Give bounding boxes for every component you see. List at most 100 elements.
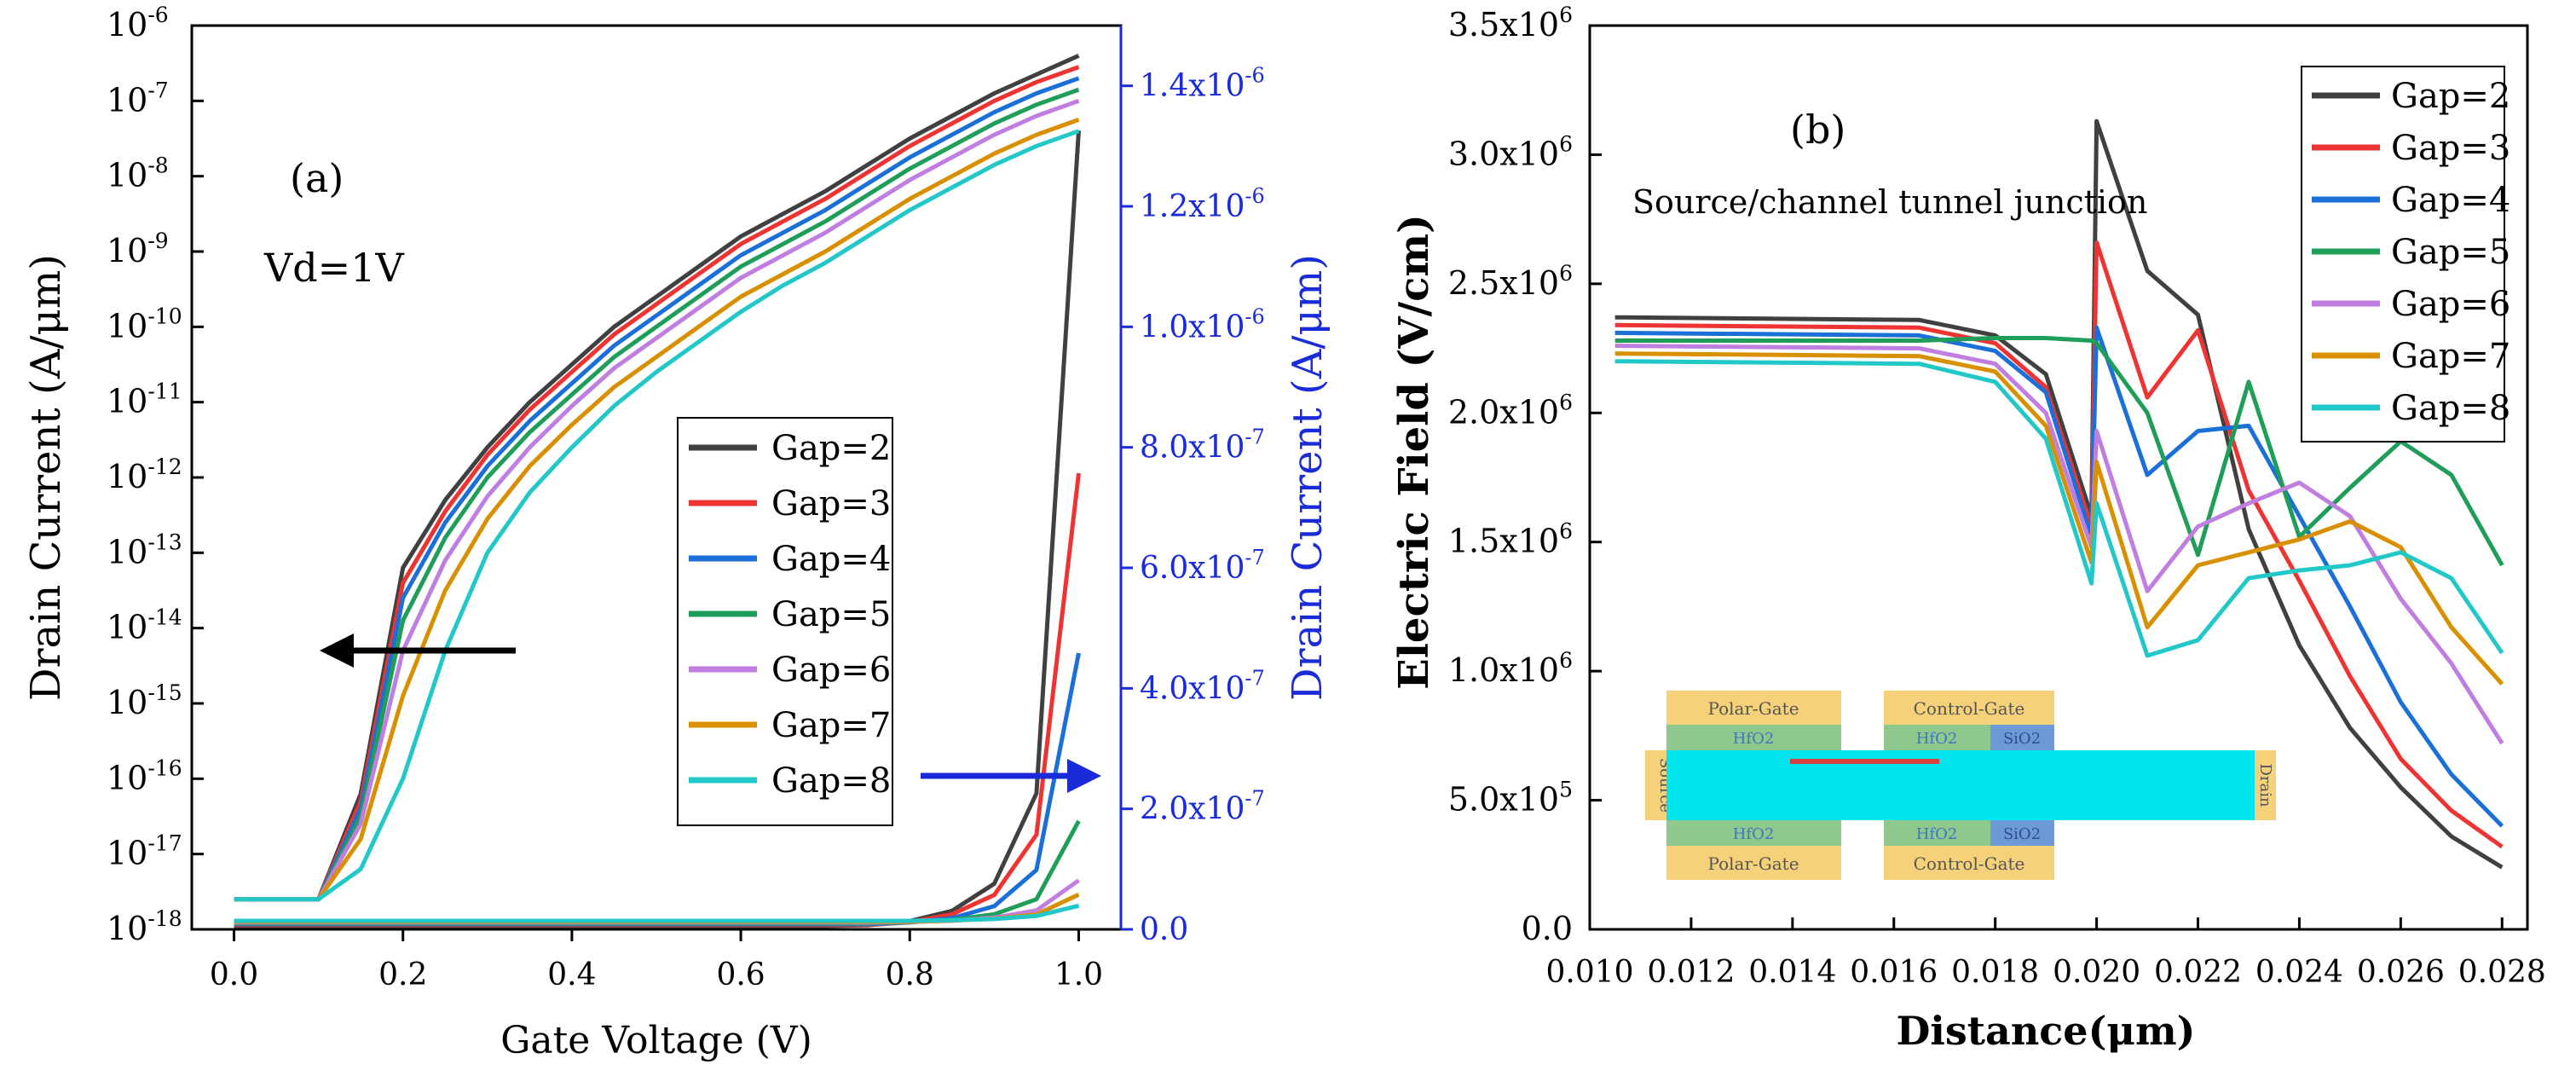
inset-polar-gate-top [1666,691,1841,725]
chart-b-legend-label: Gap=7 [2391,337,2510,376]
inset-control-gate-top [1884,691,2054,725]
chart-b-y-tick-label: 3.0x106 [1448,131,1573,172]
chart-b-y-tick-label: 2.5x106 [1448,261,1573,302]
inset-hfo2-bottom-left-label: HfO2 [1733,825,1775,843]
chart-a-xlabel: Gate Voltage (V) [500,1019,812,1062]
chart-b-xlabel: Distance(μm) [1897,1008,2196,1054]
chart-b-legend-label: Gap=5 [2391,233,2510,272]
chart-a-linear-series-line [234,903,1080,923]
chart-b-y-tick-label: 1.5x106 [1448,519,1573,560]
chart-a-legend-label: Gap=2 [771,429,891,468]
chart-b-legend: Gap=2 Gap=3 Gap=4 Gap=5 Gap=6 Gap=7 Gap=8 [2301,66,2510,443]
inset-hfo2-top-right-label: HfO2 [1916,730,1958,748]
chart-b-y-ticks: 0.0 5.0x105 1.0x106 1.5x106 2.0x106 2.5x106 3.… [1448,3,1602,947]
chart-b-legend-label: Gap=6 [2391,285,2510,324]
chart-b-legend-label: Gap=8 [2391,389,2510,428]
chart-b-x-tick-label: 0.020 [2053,955,2140,990]
chart-a-x-tick-label: 0.4 [547,957,596,992]
chart-b-x-tick-label: 0.028 [2458,955,2546,990]
chart-a-x-tick-label: 0.0 [210,957,258,992]
chart-b-annotation: Source/channel tunnel junction [1632,183,2147,221]
chart-a-left-y-tick-label: 10-18 [107,906,182,947]
chart-b-legend-label: Gap=4 [2391,181,2510,220]
chart-b-legend-label: Gap=3 [2391,129,2510,168]
chart-a-x-tick-label: 1.0 [1054,957,1103,992]
chart-b-x-tick-label: 0.010 [1545,955,1633,990]
chart-b-y-tick-label: 0.0 [1522,910,1573,947]
inset-hfo2-top-left [1666,725,1841,750]
chart-a-legend-label: Gap=3 [771,484,891,524]
inset-source-contact [1645,750,1666,820]
chart-b-y-tick-label: 1.0x106 [1448,648,1573,689]
chart-b-series-line [1614,344,2504,745]
chart-a-left-y-tick-label: 10-14 [107,605,182,646]
chart-a-legend-label: Gap=7 [771,706,891,745]
chart-a-right-y-tick-label: 1.0x10-6 [1140,304,1265,344]
chart-b-legend-entries: Gap=2 Gap=3 Gap=4 Gap=5 Gap=6 Gap=7 Gap=8 [2312,77,2510,428]
chart-b-x-tick-label: 0.018 [1951,955,2039,990]
chart-a-right-y-tick-label: 4.0x10-7 [1140,666,1265,706]
inset-sio2-bottom-label: SiO2 [2003,825,2041,843]
chart-b-x-tick-label: 0.016 [1850,955,1938,990]
chart-b-series-line [1614,240,2504,849]
inset-channel [1666,750,2255,820]
chart-a-log-series-line [234,118,1080,902]
chart-a-log-series-line [234,76,1080,902]
chart-b-legend-label: Gap=2 [2391,77,2510,116]
chart-a-left-y-tick-label: 10-17 [107,831,182,872]
chart-b-x-tick-label: 0.012 [1647,955,1735,990]
chart-a-legend-label: Gap=4 [771,540,891,579]
inset-polar-gate-bottom-label: Polar-Gate [1707,853,1799,874]
chart-a-right-y-tick-label: 6.0x10-7 [1140,546,1265,586]
chart-a-right-y-tick-label: 1.2x10-6 [1140,184,1265,224]
inset-hfo2-bottom-left [1666,820,1841,846]
chart-a-left-y-tick-label: 10-12 [107,454,182,495]
chart-b-x-tick-label: 0.024 [2255,955,2343,990]
chart-b-plot-area [1614,119,2504,870]
chart-a-plot-area [234,54,1081,928]
chart-a: 0.0 0.2 0.4 0.6 0.8 1.0 10-1810-1710-1610-151… [22,3,1331,1062]
chart-a-legend: Gap=2 Gap=3 Gap=4 Gap=5 Gap=6 Gap=7 Gap=8 [677,417,893,826]
chart-b-frame [1588,24,2529,931]
inset-sio2-top-label: SiO2 [2003,730,2041,748]
chart-a-left-y-tick-label: 10-9 [107,229,169,269]
chart-b-series-line [1614,325,2504,828]
inset-control-gate-bottom-label: Control-Gate [1914,853,2025,874]
inset-sio2-top [1990,725,2054,750]
chart-a-right-y-tick-label: 2.0x10-7 [1140,787,1265,827]
inset-hfo2-top-right [1884,725,1990,750]
chart-a-left-y-tick-label: 10-11 [107,379,182,420]
chart-a-right-y-ticks: 0.0 2.0x10-7 4.0x10-7 6.0x10-7 8.0x10-7 1.0x1… [1121,64,1265,947]
chart-b-series-line [1614,351,2504,686]
chart-a-left-y-tick-label: 10-16 [107,755,182,796]
chart-a-panel-label: (a) [290,155,344,201]
chart-a-log-series-line [234,98,1080,902]
chart-b-panel-label: (b) [1790,107,1845,153]
chart-b-x-tick-label: 0.026 [2357,955,2445,990]
inset-polar-gate-bottom [1666,846,1841,880]
chart-a-right-y-tick-label: 8.0x10-7 [1140,425,1265,466]
chart-a-annotation: Vd=1V [263,245,404,291]
inset-hfo2-top-left-label: HfO2 [1733,730,1775,748]
chart-b-series-line [1614,119,2504,870]
chart-b-series-line [1614,336,2504,567]
chart-a-legend-box [677,417,893,826]
chart-a-left-y-tick-label: 10-6 [107,3,169,43]
chart-b-ylabel: Electric Field (V/cm) [1390,214,1438,690]
chart-a-left-y-tick-label: 10-13 [107,529,182,570]
chart-b-x-ticks: 0.010 0.012 0.014 0.016 0.018 0.020 0.022 0.024… [1545,917,2546,990]
inset-sio2-bottom [1990,820,2054,846]
chart-a-left-y-tick-label: 10-7 [107,78,169,119]
chart-a-legend-label: Gap=5 [771,595,891,634]
chart-b-series-line [1614,359,2504,658]
chart-a-x-tick-label: 0.6 [716,957,765,992]
chart-a-log-series-line [234,87,1080,902]
inset-polar-gate-top-label: Polar-Gate [1707,698,1799,719]
chart-a-x-ticks: 0.0 0.2 0.4 0.6 0.8 1.0 [210,929,1103,992]
inset-hfo2-bottom-right-label: HfO2 [1916,825,1958,843]
chart-a-legend-label: Gap=6 [771,651,891,690]
chart-a-left-y-tick-label: 10-8 [107,153,169,194]
chart-a-log-series-line [234,129,1080,902]
chart-a-x-tick-label: 0.8 [886,957,934,992]
